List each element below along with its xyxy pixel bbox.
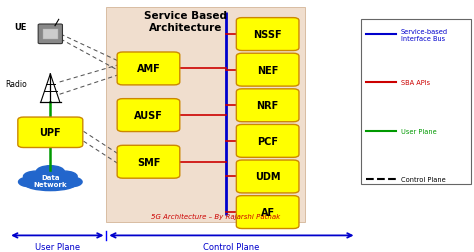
Text: User Plane: User Plane — [35, 242, 80, 250]
Text: AMF: AMF — [137, 64, 160, 74]
Text: UE: UE — [15, 23, 27, 32]
FancyBboxPatch shape — [237, 125, 299, 158]
Text: UPF: UPF — [39, 128, 61, 138]
Text: Radio: Radio — [5, 79, 27, 88]
Text: AF: AF — [261, 207, 275, 217]
FancyBboxPatch shape — [38, 25, 63, 44]
Ellipse shape — [23, 171, 49, 182]
Text: SMF: SMF — [137, 157, 160, 167]
Text: UDM: UDM — [255, 172, 281, 182]
Ellipse shape — [25, 177, 76, 191]
FancyBboxPatch shape — [237, 160, 299, 193]
Text: AUSF: AUSF — [134, 111, 163, 121]
Text: NRF: NRF — [256, 101, 279, 111]
Text: Service Based
Architecture: Service Based Architecture — [145, 11, 228, 33]
FancyBboxPatch shape — [237, 54, 299, 87]
FancyBboxPatch shape — [237, 89, 299, 122]
Text: Service-based
Interface Bus: Service-based Interface Bus — [401, 28, 448, 41]
Ellipse shape — [52, 171, 77, 182]
Text: User Plane: User Plane — [401, 128, 437, 134]
FancyBboxPatch shape — [117, 99, 180, 132]
FancyBboxPatch shape — [117, 146, 180, 178]
Ellipse shape — [18, 177, 41, 187]
Text: 5G Architecture – By Rajarshi Pathak: 5G Architecture – By Rajarshi Pathak — [151, 213, 280, 219]
FancyBboxPatch shape — [18, 118, 83, 148]
Ellipse shape — [60, 177, 82, 187]
Text: Control Plane: Control Plane — [203, 242, 260, 250]
FancyBboxPatch shape — [237, 19, 299, 51]
FancyBboxPatch shape — [106, 8, 305, 222]
FancyBboxPatch shape — [117, 53, 180, 86]
Text: NEF: NEF — [257, 66, 278, 75]
Text: Data
Network: Data Network — [34, 174, 67, 187]
Text: Control Plane: Control Plane — [401, 176, 446, 182]
FancyBboxPatch shape — [237, 196, 299, 229]
Text: NSSF: NSSF — [253, 30, 282, 40]
Text: PCF: PCF — [257, 136, 278, 146]
Text: SBA APIs: SBA APIs — [401, 80, 430, 86]
FancyBboxPatch shape — [361, 20, 471, 184]
FancyBboxPatch shape — [43, 30, 58, 40]
Ellipse shape — [36, 166, 64, 178]
